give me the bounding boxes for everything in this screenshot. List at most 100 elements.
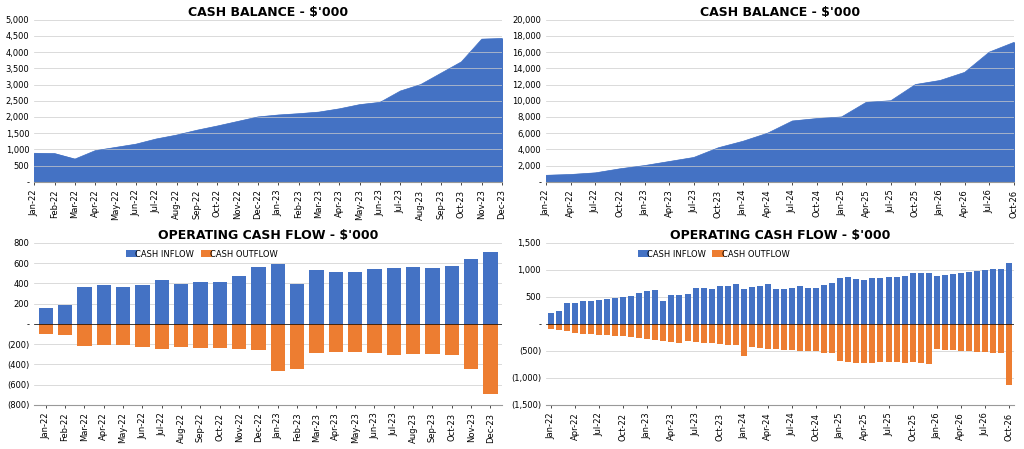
Bar — [797, 286, 803, 324]
Bar — [270, 324, 285, 371]
Title: OPERATING CASH FLOW - $'000: OPERATING CASH FLOW - $'000 — [670, 229, 890, 242]
Bar — [813, 288, 819, 324]
Bar — [878, 278, 884, 324]
Legend: CASH INFLOW, CASH OUTFLOW: CASH INFLOW, CASH OUTFLOW — [123, 247, 281, 263]
Bar — [636, 293, 642, 324]
Bar — [918, 273, 924, 324]
Bar — [669, 295, 675, 324]
Bar — [652, 291, 658, 324]
Bar — [174, 284, 188, 324]
Bar — [894, 324, 899, 362]
Bar — [425, 324, 439, 354]
Bar — [621, 297, 627, 324]
Bar — [700, 288, 707, 324]
Bar — [773, 324, 779, 349]
Bar — [717, 324, 723, 344]
Bar — [950, 274, 955, 324]
Bar — [548, 324, 554, 329]
Bar — [596, 324, 602, 335]
Bar — [797, 324, 803, 351]
Bar — [270, 264, 285, 324]
Bar — [717, 286, 723, 324]
Bar — [790, 324, 795, 350]
Bar — [869, 278, 876, 324]
Bar — [781, 324, 787, 350]
Bar — [96, 324, 111, 345]
Bar — [909, 324, 915, 362]
Bar — [878, 324, 884, 362]
Bar — [886, 324, 892, 362]
Bar — [652, 324, 658, 340]
Bar — [974, 271, 980, 324]
Bar — [556, 311, 562, 324]
Bar — [628, 324, 634, 337]
Bar — [155, 280, 169, 324]
Bar — [821, 324, 827, 352]
Bar — [942, 275, 948, 324]
Bar — [829, 283, 836, 324]
Bar — [990, 269, 996, 324]
Bar — [942, 324, 948, 350]
Bar — [974, 324, 980, 352]
Bar — [805, 288, 811, 324]
Bar — [749, 324, 755, 347]
Bar — [838, 324, 844, 361]
Bar — [194, 324, 208, 348]
Bar — [406, 324, 421, 354]
Bar — [444, 266, 459, 324]
Bar — [869, 324, 876, 363]
Bar — [957, 324, 964, 351]
Bar — [990, 324, 996, 352]
Bar — [57, 324, 73, 335]
Bar — [926, 324, 932, 364]
Bar — [845, 277, 851, 324]
Bar — [765, 284, 771, 324]
Bar — [998, 269, 1005, 324]
Bar — [957, 273, 964, 324]
Bar — [464, 259, 478, 324]
Bar — [628, 296, 634, 324]
Title: CASH BALANCE - $'000: CASH BALANCE - $'000 — [188, 5, 348, 18]
Bar — [135, 324, 150, 347]
Bar — [251, 267, 265, 324]
Bar — [901, 276, 907, 324]
Bar — [757, 324, 763, 348]
Bar — [329, 272, 343, 324]
Bar — [677, 324, 682, 343]
Bar — [588, 301, 594, 324]
Bar — [749, 287, 755, 324]
Bar — [853, 324, 859, 363]
Bar — [660, 301, 667, 324]
Bar — [483, 252, 498, 324]
Bar — [740, 324, 746, 357]
Bar — [677, 295, 682, 324]
Bar — [348, 272, 362, 324]
Bar — [733, 324, 738, 345]
Bar — [982, 324, 988, 352]
Bar — [572, 324, 578, 333]
Bar — [886, 277, 892, 324]
Bar — [464, 324, 478, 370]
Bar — [740, 289, 746, 324]
Bar — [387, 324, 401, 355]
Bar — [155, 324, 169, 349]
Bar — [773, 289, 779, 324]
Bar — [709, 324, 715, 343]
Bar — [709, 289, 715, 324]
Bar — [406, 267, 421, 324]
Bar — [669, 324, 675, 342]
Bar — [116, 324, 130, 345]
Bar — [309, 270, 324, 324]
Bar — [1007, 324, 1012, 385]
Bar — [444, 324, 459, 355]
Bar — [231, 276, 247, 324]
Bar — [329, 324, 343, 352]
Bar — [684, 294, 690, 324]
Bar — [853, 279, 859, 324]
Bar — [556, 324, 562, 330]
Bar — [861, 324, 867, 363]
Bar — [231, 324, 247, 349]
Bar — [725, 286, 731, 324]
Bar — [57, 305, 73, 324]
Bar — [684, 324, 690, 341]
